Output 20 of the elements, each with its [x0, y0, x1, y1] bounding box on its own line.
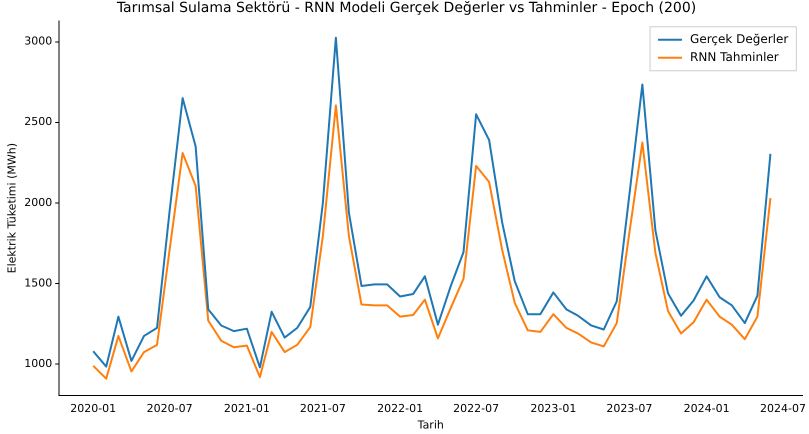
- y-tick-label: 1500: [24, 276, 52, 290]
- x-tick-label: 2024-07: [760, 402, 806, 416]
- legend-label: RNN Tahminler: [690, 50, 779, 64]
- y-axis-title: Elektrik Tüketimi (MWh): [5, 143, 18, 274]
- x-tick-label: 2022-01: [377, 402, 424, 416]
- x-tick-label: 2022-07: [453, 402, 500, 416]
- legend-label: Gerçek Değerler: [690, 32, 788, 46]
- x-tick-label: 2023-01: [530, 402, 576, 416]
- x-tick-label: 2024-01: [684, 402, 730, 416]
- x-tick-label: 2023-07: [606, 402, 652, 416]
- x-tick-label: 2021-01: [224, 402, 270, 416]
- x-tick-label: 2021-07: [300, 402, 346, 416]
- y-tick-label: 1000: [24, 357, 52, 370]
- x-tick-label: 2020-01: [70, 402, 116, 416]
- chart-title: Tarımsal Sulama Sektörü - RNN Modeli Gerçek Değerler vs Tahminler - Epoch (200): [116, 0, 696, 16]
- y-tick-label: 3000: [24, 34, 52, 48]
- y-tick-label: 2500: [24, 115, 52, 128]
- x-axis-title: Tarih: [416, 418, 444, 432]
- y-tick-label: 2000: [24, 196, 52, 209]
- x-tick-label: 2020-07: [146, 402, 193, 416]
